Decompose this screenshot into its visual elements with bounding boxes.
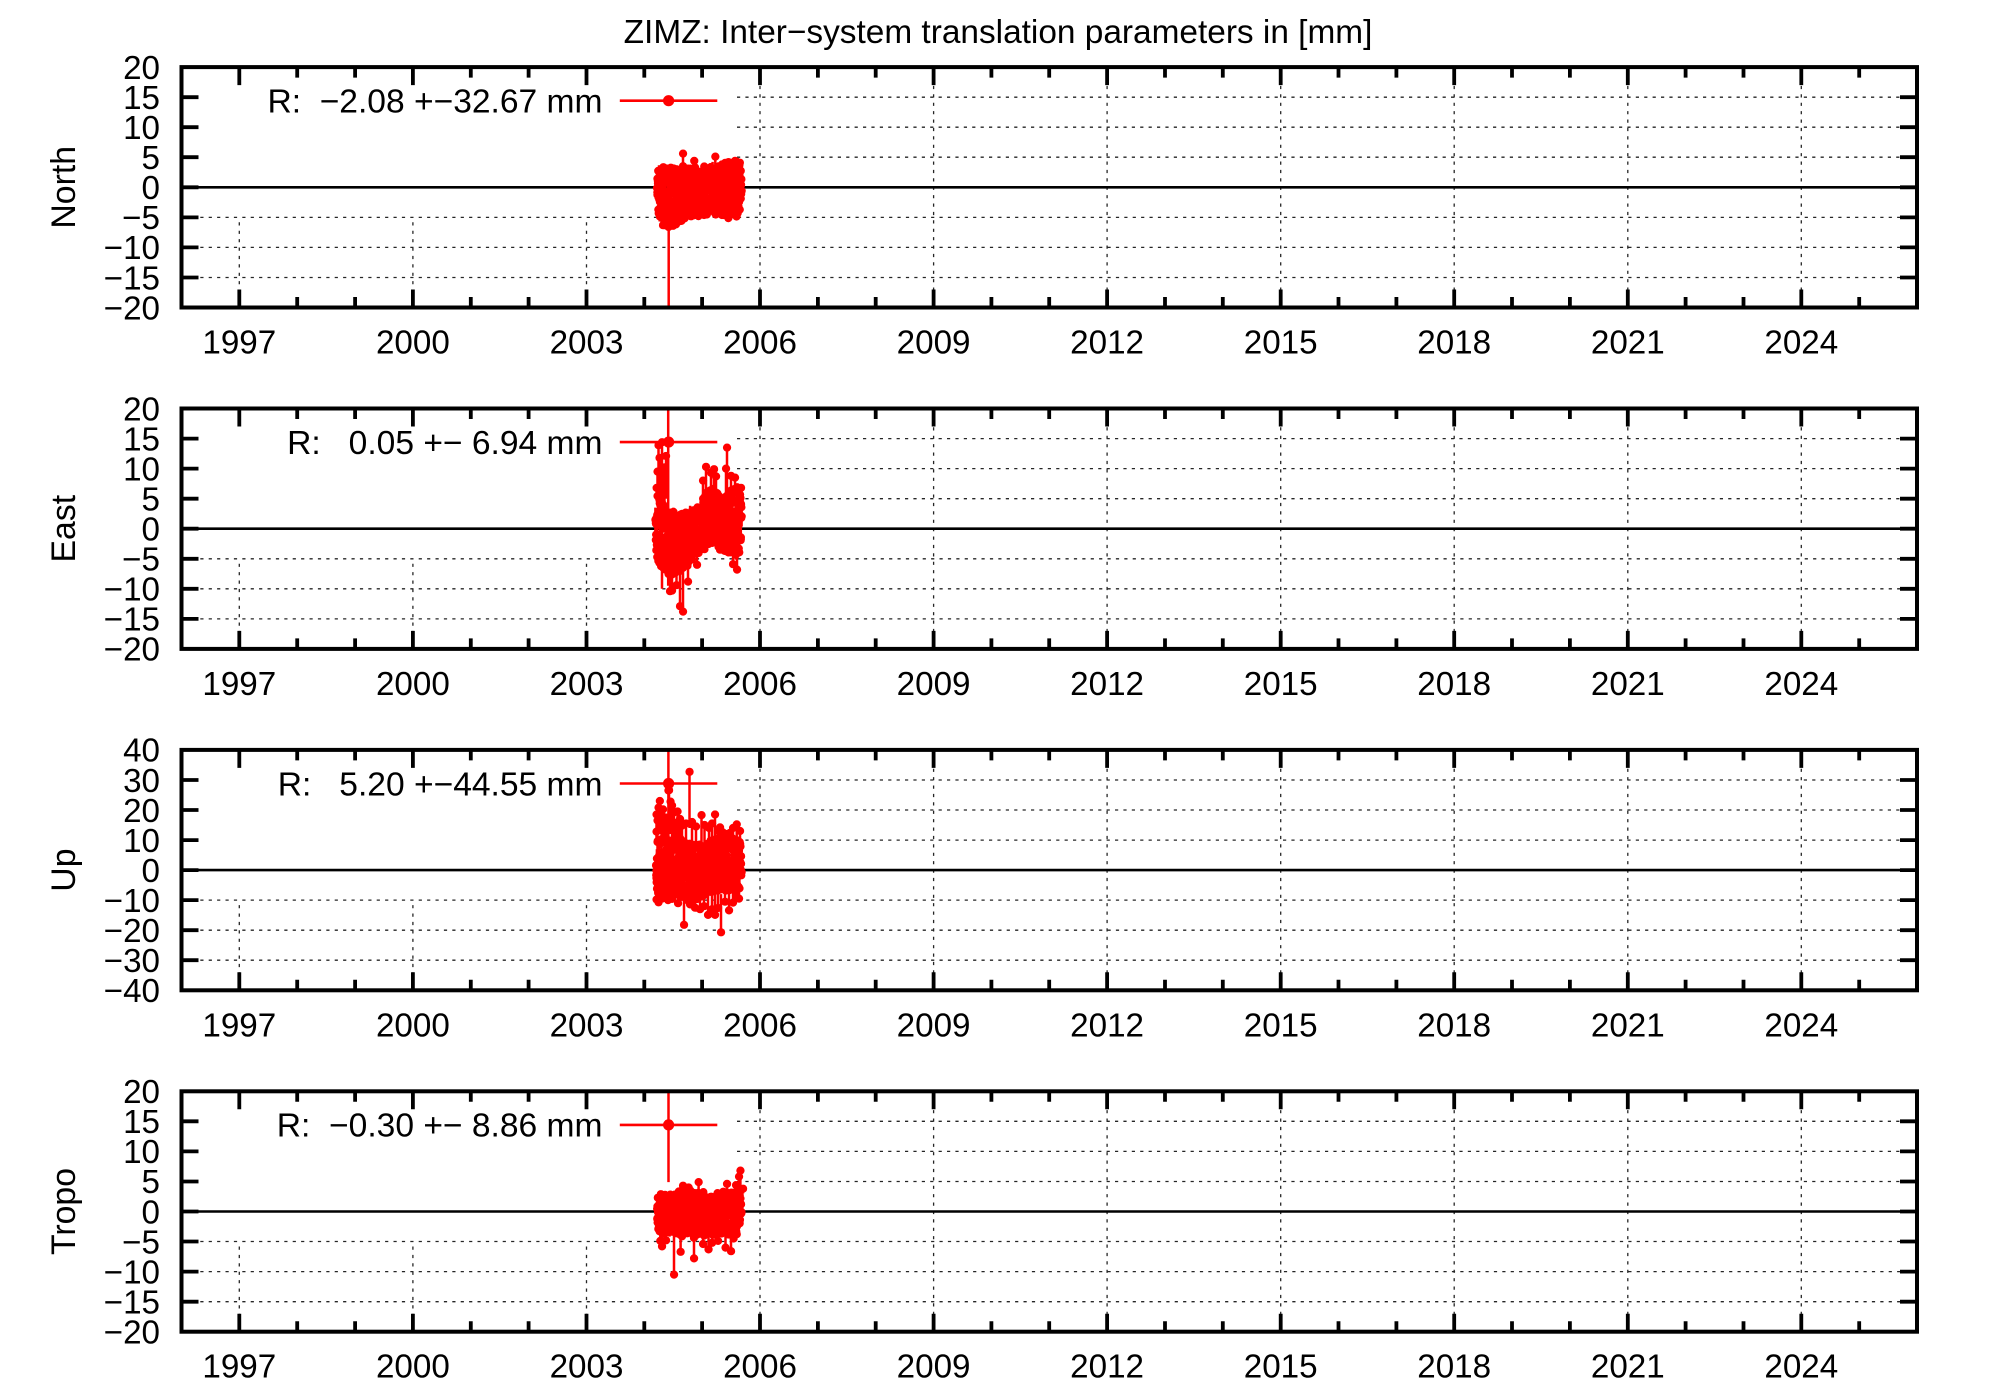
svg-text:5: 5 <box>142 140 160 177</box>
svg-text:40: 40 <box>123 733 160 770</box>
svg-text:−10: −10 <box>104 1254 160 1291</box>
svg-text:2000: 2000 <box>376 1349 450 1386</box>
svg-text:−30: −30 <box>104 943 160 980</box>
svg-text:2024: 2024 <box>1764 666 1838 703</box>
svg-text:2000: 2000 <box>376 666 450 703</box>
svg-text:2009: 2009 <box>897 666 971 703</box>
svg-text:East: East <box>45 494 83 562</box>
svg-text:−20: −20 <box>104 632 160 669</box>
svg-text:2015: 2015 <box>1244 1349 1318 1386</box>
svg-text:0: 0 <box>142 853 160 890</box>
svg-text:ZIMZ: Inter−system translation: ZIMZ: Inter−system translation parameter… <box>624 14 1373 51</box>
svg-text:20: 20 <box>123 1074 160 1111</box>
svg-text:10: 10 <box>123 110 160 147</box>
svg-text:2021: 2021 <box>1591 1349 1665 1386</box>
svg-text:2009: 2009 <box>897 1349 971 1386</box>
svg-text:−5: −5 <box>122 1224 160 1261</box>
svg-text:Up: Up <box>45 848 83 891</box>
svg-text:−20: −20 <box>104 1315 160 1352</box>
svg-text:1997: 1997 <box>202 666 276 703</box>
svg-text:−20: −20 <box>104 913 160 950</box>
svg-text:2015: 2015 <box>1244 666 1318 703</box>
svg-text:−10: −10 <box>104 572 160 609</box>
svg-text:5: 5 <box>142 482 160 519</box>
svg-text:−15: −15 <box>104 1285 160 1322</box>
svg-text:1997: 1997 <box>202 325 276 362</box>
svg-text:2006: 2006 <box>723 666 797 703</box>
svg-text:15: 15 <box>123 1104 160 1141</box>
svg-text:2018: 2018 <box>1417 666 1491 703</box>
svg-text:2018: 2018 <box>1417 1349 1491 1386</box>
svg-text:2009: 2009 <box>897 325 971 362</box>
svg-text:30: 30 <box>123 763 160 800</box>
svg-text:2021: 2021 <box>1591 666 1665 703</box>
svg-text:−20: −20 <box>104 290 160 327</box>
svg-text:20: 20 <box>123 793 160 830</box>
svg-text:R: −0.30 +− 8.86 mm: R: −0.30 +− 8.86 mm <box>277 1108 603 1145</box>
svg-text:−15: −15 <box>104 260 160 297</box>
svg-text:−10: −10 <box>104 883 160 920</box>
svg-text:2015: 2015 <box>1244 325 1318 362</box>
svg-text:−5: −5 <box>122 542 160 579</box>
svg-text:2000: 2000 <box>376 1007 450 1044</box>
svg-text:1997: 1997 <box>202 1349 276 1386</box>
svg-text:20: 20 <box>123 50 160 87</box>
svg-text:2015: 2015 <box>1244 1007 1318 1044</box>
svg-text:−10: −10 <box>104 230 160 267</box>
svg-text:Tropo: Tropo <box>45 1168 83 1255</box>
svg-text:10: 10 <box>123 823 160 860</box>
svg-text:5: 5 <box>142 1164 160 1201</box>
svg-text:0: 0 <box>142 170 160 207</box>
svg-text:−15: −15 <box>104 602 160 639</box>
svg-text:2018: 2018 <box>1417 1007 1491 1044</box>
svg-text:1997: 1997 <box>202 1007 276 1044</box>
svg-text:15: 15 <box>123 421 160 458</box>
svg-text:2012: 2012 <box>1070 325 1144 362</box>
svg-text:2024: 2024 <box>1764 1007 1838 1044</box>
svg-text:2009: 2009 <box>897 1007 971 1044</box>
svg-text:−5: −5 <box>122 200 160 237</box>
svg-text:2018: 2018 <box>1417 325 1491 362</box>
svg-text:2012: 2012 <box>1070 666 1144 703</box>
svg-text:R: −2.08 +−32.67 mm: R: −2.08 +−32.67 mm <box>267 84 602 121</box>
svg-text:2006: 2006 <box>723 1007 797 1044</box>
svg-text:2021: 2021 <box>1591 1007 1665 1044</box>
svg-text:2003: 2003 <box>550 666 624 703</box>
svg-text:2006: 2006 <box>723 325 797 362</box>
svg-text:2012: 2012 <box>1070 1349 1144 1386</box>
svg-text:2024: 2024 <box>1764 1349 1838 1386</box>
svg-text:2000: 2000 <box>376 325 450 362</box>
svg-text:2006: 2006 <box>723 1349 797 1386</box>
svg-text:0: 0 <box>142 1194 160 1231</box>
svg-text:R: 0.05 +− 6.94 mm: R: 0.05 +− 6.94 mm <box>287 425 602 462</box>
svg-text:2024: 2024 <box>1764 325 1838 362</box>
svg-text:15: 15 <box>123 80 160 117</box>
svg-text:10: 10 <box>123 1134 160 1171</box>
svg-text:10: 10 <box>123 451 160 488</box>
svg-text:2003: 2003 <box>550 1349 624 1386</box>
svg-text:−40: −40 <box>104 973 160 1010</box>
svg-text:2021: 2021 <box>1591 325 1665 362</box>
svg-text:2012: 2012 <box>1070 1007 1144 1044</box>
svg-text:R: 5.20 +−44.55 mm: R: 5.20 +−44.55 mm <box>278 766 603 803</box>
svg-text:0: 0 <box>142 512 160 549</box>
svg-text:North: North <box>45 146 83 229</box>
svg-text:2003: 2003 <box>550 1007 624 1044</box>
svg-text:2003: 2003 <box>550 325 624 362</box>
svg-text:20: 20 <box>123 391 160 428</box>
